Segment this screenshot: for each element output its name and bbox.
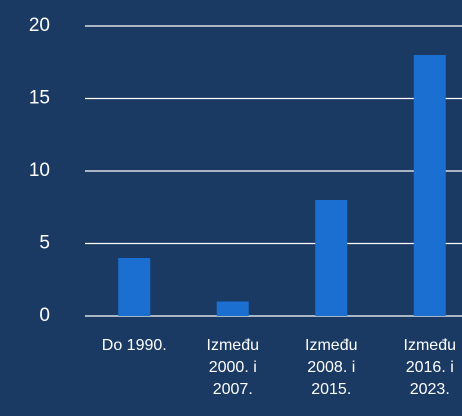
- y-tick-label: 20: [29, 15, 50, 36]
- bar: [413, 55, 446, 316]
- y-tick-label: 15: [29, 88, 50, 109]
- x-tick-label: Između 2000. i 2007.: [207, 337, 259, 398]
- x-tick-label: Između 2008. i 2015.: [305, 337, 357, 398]
- x-tick-label: Između 2016. i 2023.: [404, 337, 456, 398]
- bar: [315, 200, 348, 316]
- y-tick-label: 0: [39, 305, 50, 326]
- y-tick-label: 5: [39, 233, 50, 254]
- y-tick-label: 10: [29, 160, 50, 181]
- x-tick-label: Do 1990.: [102, 337, 167, 354]
- bar: [216, 301, 249, 316]
- bar: [118, 258, 151, 316]
